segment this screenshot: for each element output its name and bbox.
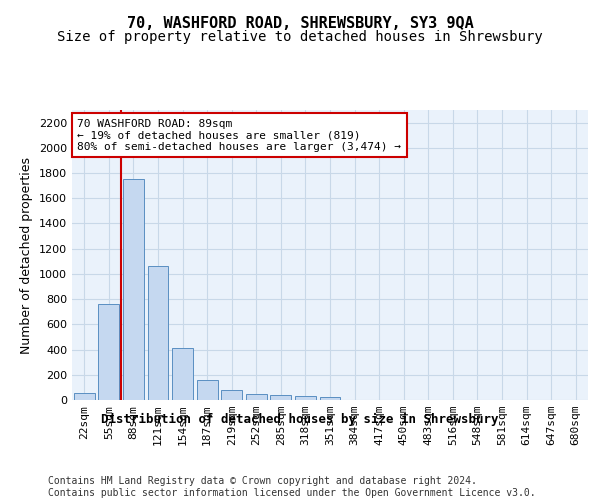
Text: 70, WASHFORD ROAD, SHREWSBURY, SY3 9QA: 70, WASHFORD ROAD, SHREWSBURY, SY3 9QA bbox=[127, 16, 473, 31]
Bar bbox=[172, 348, 193, 400]
Bar bbox=[221, 390, 242, 400]
Text: Distribution of detached houses by size in Shrewsbury: Distribution of detached houses by size … bbox=[101, 412, 499, 426]
Bar bbox=[98, 304, 119, 400]
Text: 70 WASHFORD ROAD: 89sqm
← 19% of detached houses are smaller (819)
80% of semi-d: 70 WASHFORD ROAD: 89sqm ← 19% of detache… bbox=[77, 118, 401, 152]
Bar bbox=[197, 380, 218, 400]
Bar bbox=[295, 396, 316, 400]
Y-axis label: Number of detached properties: Number of detached properties bbox=[20, 156, 34, 354]
Bar bbox=[74, 393, 95, 400]
Bar bbox=[246, 394, 267, 400]
Bar bbox=[320, 398, 340, 400]
Text: Size of property relative to detached houses in Shrewsbury: Size of property relative to detached ho… bbox=[57, 30, 543, 44]
Bar bbox=[123, 180, 144, 400]
Bar bbox=[148, 266, 169, 400]
Bar bbox=[271, 395, 292, 400]
Text: Contains HM Land Registry data © Crown copyright and database right 2024.
Contai: Contains HM Land Registry data © Crown c… bbox=[48, 476, 536, 498]
